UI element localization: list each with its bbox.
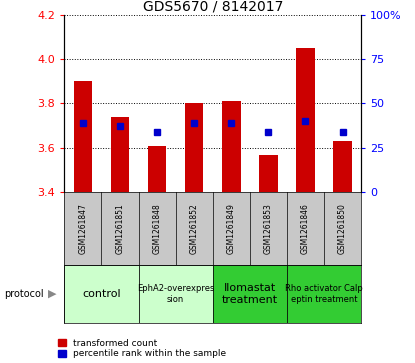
Bar [222, 101, 241, 192]
Bar [287, 265, 361, 323]
Text: EphA2-overexpres
sion: EphA2-overexpres sion [137, 284, 214, 304]
Text: GSM1261850: GSM1261850 [338, 203, 347, 254]
Bar [73, 81, 92, 192]
Text: GSM1261851: GSM1261851 [115, 203, 124, 254]
Bar [213, 265, 287, 323]
Bar [64, 265, 139, 323]
Text: control: control [82, 289, 121, 299]
Bar [259, 155, 278, 192]
Text: GSM1261847: GSM1261847 [78, 203, 88, 254]
Text: ▶: ▶ [48, 289, 56, 299]
Text: GSM1261848: GSM1261848 [153, 203, 161, 254]
Bar [139, 265, 213, 323]
Text: protocol: protocol [4, 289, 44, 299]
Text: GSM1261846: GSM1261846 [301, 203, 310, 254]
Text: GSM1261853: GSM1261853 [264, 203, 273, 254]
Bar [111, 117, 129, 192]
Bar [148, 146, 166, 192]
Bar [333, 141, 352, 192]
Text: GSM1261852: GSM1261852 [190, 203, 199, 254]
Text: Ilomastat
treatment: Ilomastat treatment [222, 283, 278, 305]
Title: GDS5670 / 8142017: GDS5670 / 8142017 [142, 0, 283, 13]
Legend: transformed count, percentile rank within the sample: transformed count, percentile rank withi… [59, 339, 226, 359]
Text: GSM1261849: GSM1261849 [227, 203, 236, 254]
Bar [185, 103, 203, 192]
Text: Rho activator Calp
eptin treatment: Rho activator Calp eptin treatment [285, 284, 363, 304]
Bar [296, 48, 315, 192]
